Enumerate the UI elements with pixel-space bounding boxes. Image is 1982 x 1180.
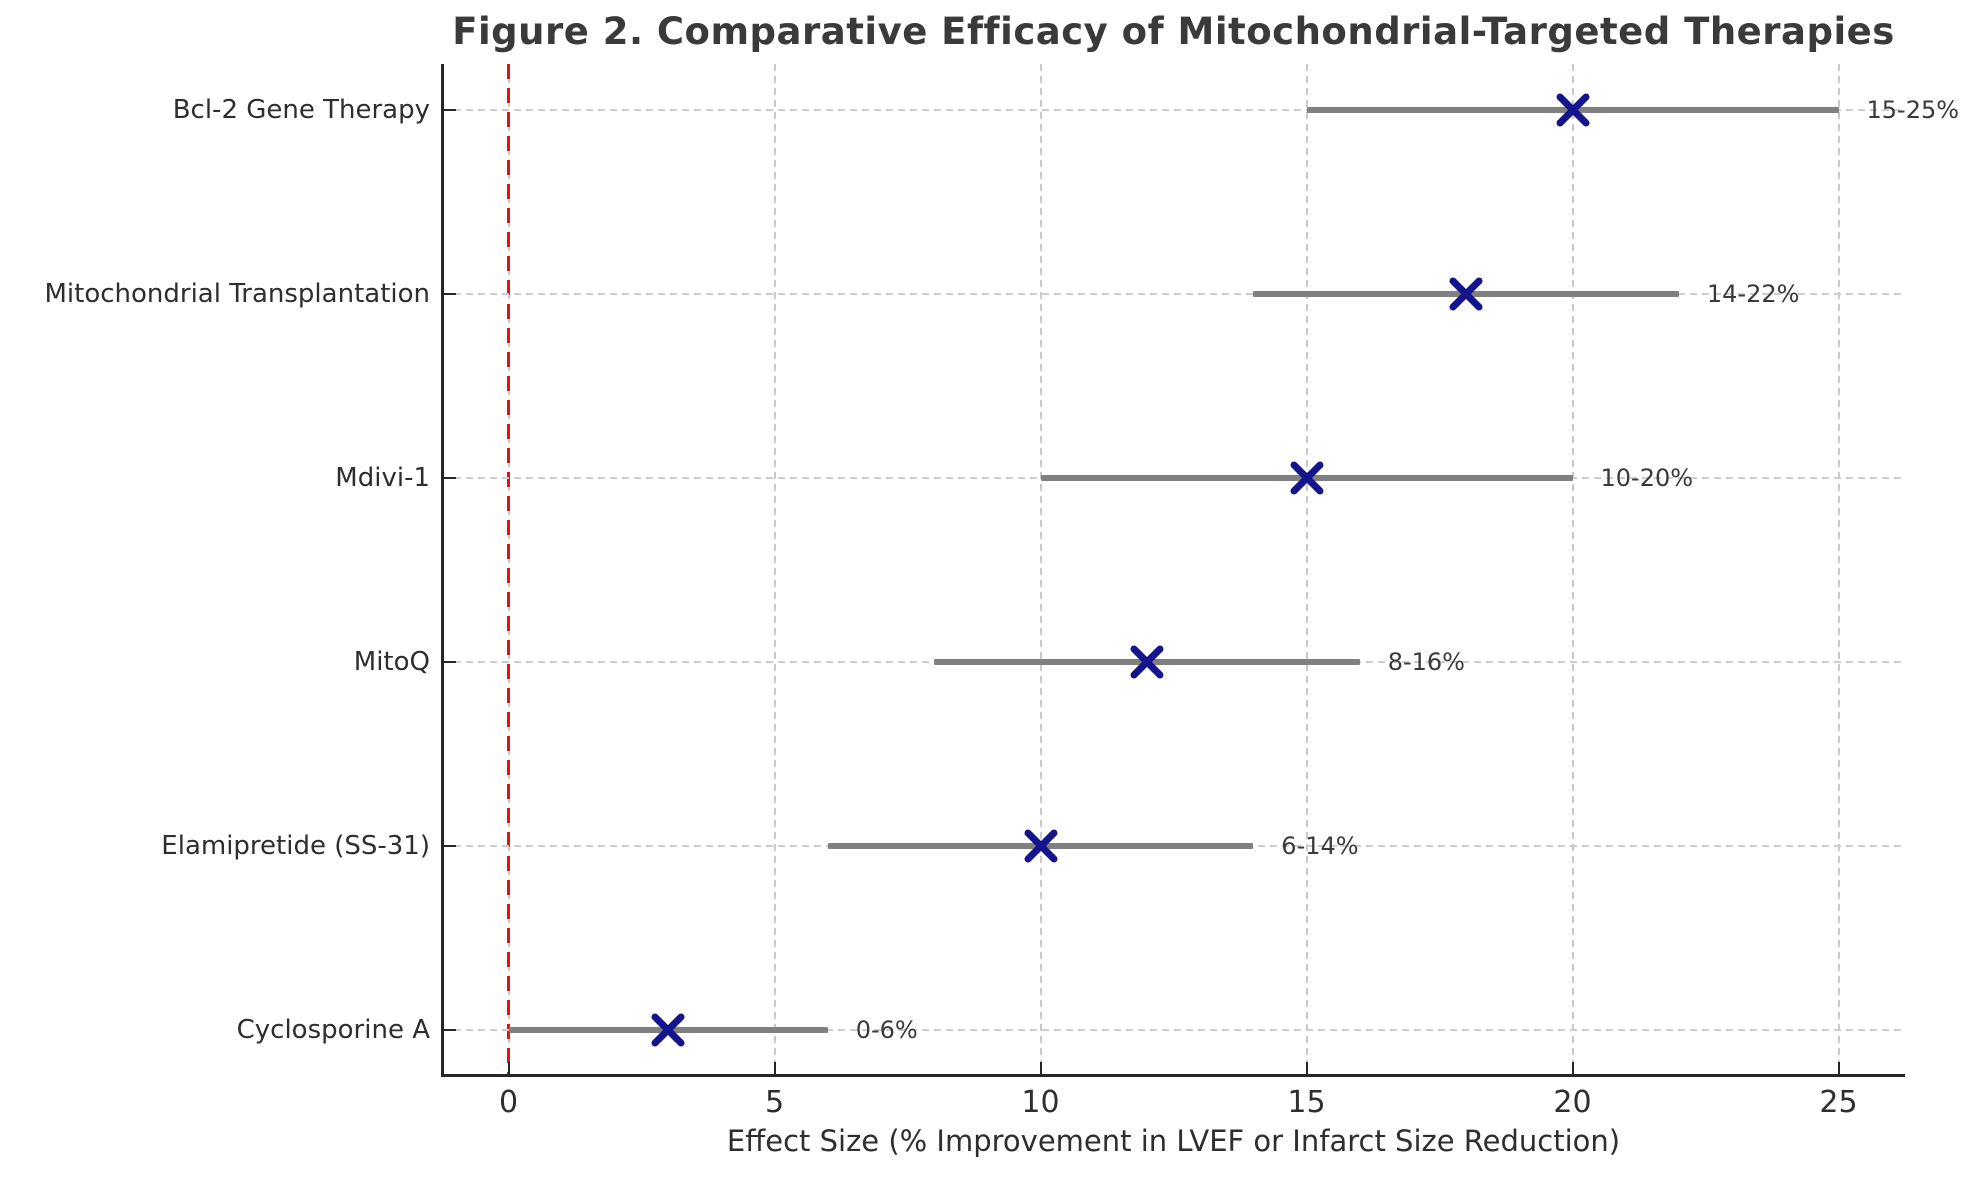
point-estimate-marker: [1446, 274, 1486, 314]
y-axis-spine: [441, 64, 444, 1077]
y-tick-mark: [444, 845, 456, 848]
x-tick-label: 25: [1819, 1085, 1858, 1120]
y-tick-mark: [444, 1029, 456, 1032]
x-tick-mark: [773, 1062, 776, 1074]
x-tick-label: 0: [498, 1085, 519, 1120]
x-tick-mark: [1837, 1062, 1840, 1074]
x-gridline: [1039, 64, 1042, 1076]
x-tick-label: 20: [1553, 1085, 1592, 1120]
point-estimate-marker: [1287, 458, 1327, 498]
row-gridline: [442, 293, 1905, 296]
x-axis-title: Effect Size (% Improvement in LVEF or In…: [726, 1124, 1621, 1158]
row-gridline: [442, 109, 1905, 112]
y-tick-mark: [444, 293, 456, 296]
x-tick-label: 5: [764, 1085, 785, 1120]
y-category-label: Mitochondrial Transplantation: [44, 279, 430, 310]
x-tick-mark: [507, 1062, 510, 1074]
x-gridline: [1305, 64, 1308, 1076]
y-tick-mark: [444, 109, 456, 112]
y-tick-mark: [444, 661, 456, 664]
y-tick-mark: [444, 477, 456, 480]
range-value-label: 14-22%: [1706, 280, 1800, 309]
x-gridline: [1837, 64, 1840, 1076]
x-tick-mark: [1305, 1062, 1308, 1074]
zero-reference-line: [507, 64, 510, 1076]
range-value-label: 10-20%: [1600, 464, 1694, 493]
y-category-label: Bcl-2 Gene Therapy: [172, 95, 430, 126]
y-category-label: Cyclosporine A: [236, 1015, 430, 1046]
row-gridline: [442, 1029, 1905, 1032]
range-value-label: 0-6%: [855, 1016, 918, 1045]
x-tick-mark: [1039, 1062, 1042, 1074]
plot-area: 15-25% 14-22% 10-20% 8-16% 6-14% 0-6%: [442, 64, 1959, 1076]
x-tick-mark: [1571, 1062, 1574, 1074]
x-gridline: [1571, 64, 1574, 1076]
point-estimate-marker: [1553, 90, 1593, 130]
x-gridline: [773, 64, 776, 1076]
x-tick-label: 10: [1021, 1085, 1060, 1120]
x-axis-spine: [441, 1074, 1905, 1077]
range-value-label: 6-14%: [1281, 832, 1359, 861]
y-category-label: MitoQ: [353, 647, 430, 678]
range-value-label: 8-16%: [1387, 648, 1465, 677]
chart-title: Figure 2. Comparative Efficacy of Mitoch…: [452, 10, 1895, 53]
range-value-label: 15-25%: [1866, 96, 1960, 125]
x-tick-label: 15: [1287, 1085, 1326, 1120]
point-estimate-marker: [648, 1010, 688, 1050]
y-category-label: Elamipretide (SS-31): [161, 831, 430, 862]
y-category-label: Mdivi-1: [335, 463, 430, 494]
point-estimate-marker: [1127, 642, 1167, 682]
point-estimate-marker: [1021, 826, 1061, 866]
